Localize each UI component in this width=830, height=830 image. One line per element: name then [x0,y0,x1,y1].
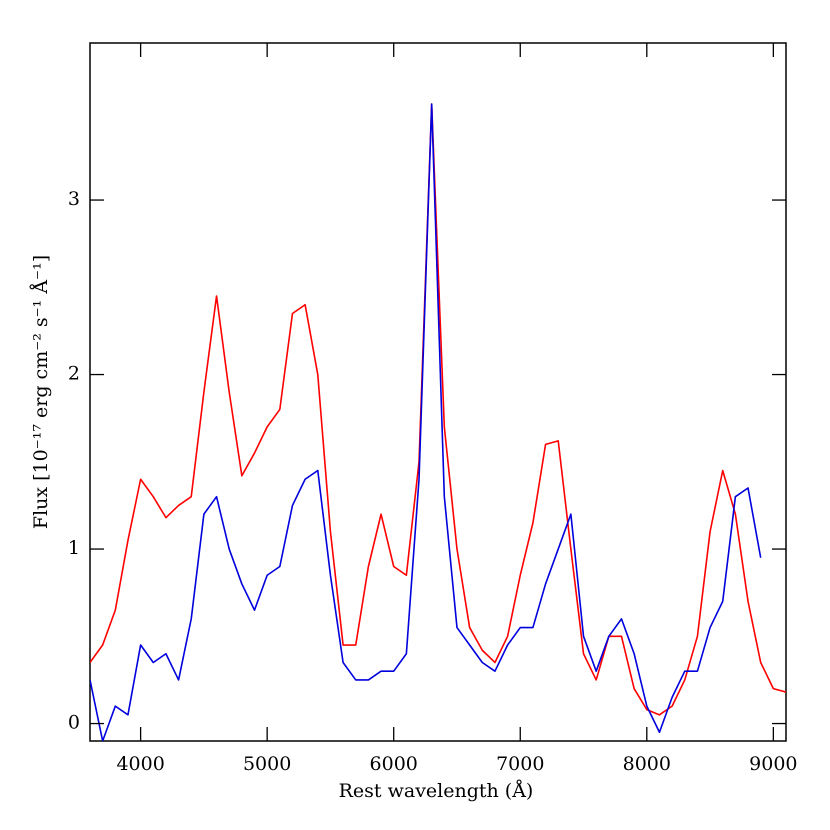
y-tick-label: 0 [68,712,80,734]
spectrum-line [90,103,762,741]
y-tick-label: 1 [68,537,80,559]
x-tick-label: 6000 [370,753,418,775]
y-axis-label: Flux [10⁻¹⁷ erg cm⁻² s⁻¹ Å⁻¹] [30,255,52,529]
x-tick-label: 7000 [496,753,544,775]
y-tick-label: 3 [68,188,80,210]
x-tick-label: 5000 [243,753,291,775]
y-tick-label: 2 [68,363,80,385]
x-tick-label: 8000 [623,753,671,775]
x-tick-label: 9000 [749,753,797,775]
x-tick-label: 4000 [116,753,164,775]
spectrum-line [90,103,786,716]
plot-frame [89,42,787,742]
x-axis-label: Rest wavelength (Å) [339,780,534,802]
plot-area [90,103,786,741]
